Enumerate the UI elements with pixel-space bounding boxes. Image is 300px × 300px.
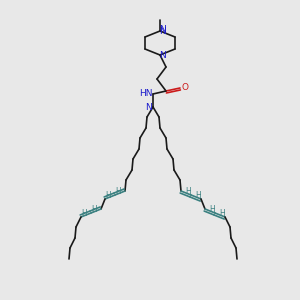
Text: N: N — [160, 26, 167, 35]
Text: N: N — [160, 50, 167, 59]
Text: H: H — [195, 190, 201, 200]
Text: H: H — [209, 205, 215, 214]
Text: N: N — [145, 103, 152, 112]
Text: O: O — [182, 83, 188, 92]
Text: H: H — [185, 187, 191, 196]
Text: H: H — [115, 187, 121, 196]
Text: H: H — [81, 208, 87, 217]
Text: HN: HN — [139, 89, 153, 98]
Text: N: N — [160, 26, 167, 34]
Text: H: H — [91, 205, 97, 214]
Text: H: H — [105, 190, 111, 200]
Text: H: H — [219, 208, 225, 217]
